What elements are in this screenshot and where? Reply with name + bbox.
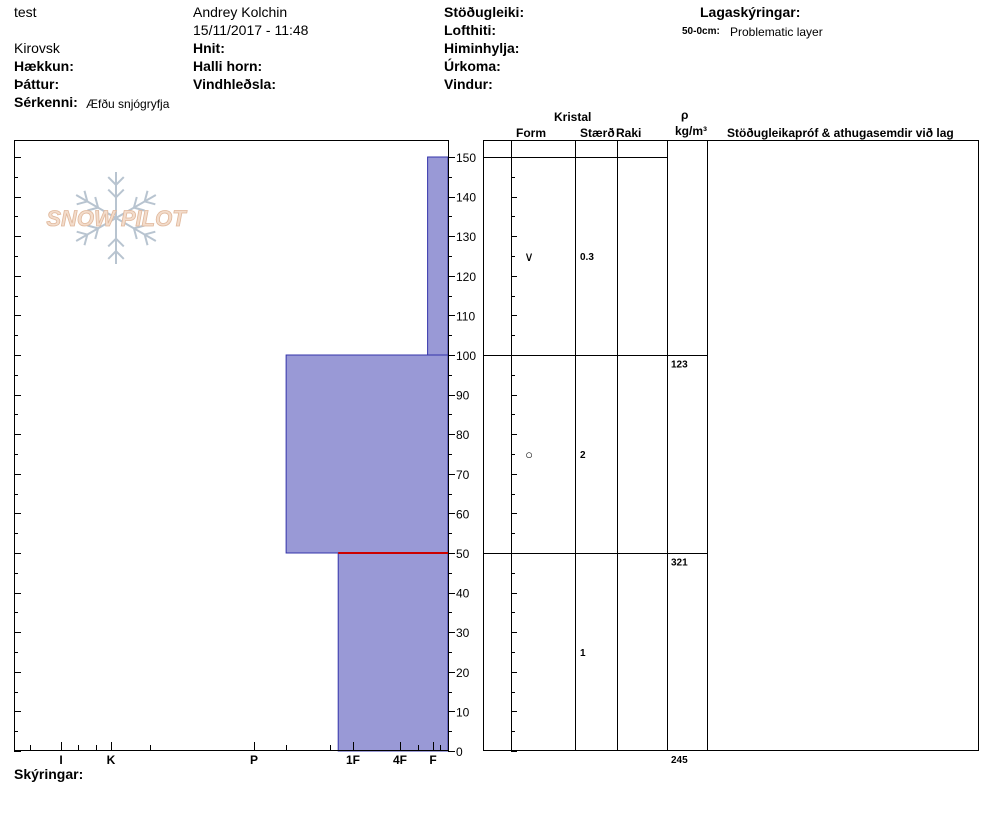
features-label: Sérkenni: [14, 94, 78, 110]
y-tick-label: 100 [456, 349, 476, 363]
y-tick-label: 90 [456, 389, 470, 403]
hardness-label: 4F [393, 753, 407, 767]
layer-table [483, 140, 979, 751]
flake-arm [115, 217, 157, 242]
flake-branch [83, 190, 89, 202]
wind-label: Vindur: [444, 76, 493, 92]
size-header: Stærð [580, 126, 615, 140]
logo-text: SNOW PILOT [46, 206, 187, 231]
density-value-bottom: 245 [671, 755, 688, 766]
y-tick-label: 140 [456, 191, 476, 205]
flake-branch [133, 206, 145, 212]
elevation-label: Hækkun: [14, 58, 74, 74]
y-tick-label: 40 [456, 587, 470, 601]
hardness-bar-1 [427, 156, 449, 356]
grain-size-value: 2 [580, 450, 586, 461]
y-tick-label: 0 [456, 745, 463, 759]
flake-arm [115, 194, 157, 219]
flake-branch [143, 190, 149, 202]
form-header: Form [516, 126, 546, 140]
slope-label: Halli horn: [193, 58, 263, 74]
flake-branch [144, 230, 156, 236]
flake-branch [107, 188, 117, 199]
density-value: 123 [671, 360, 688, 371]
hardness-label: P [250, 753, 258, 767]
flake-arm [75, 217, 117, 242]
y-tick-label: 20 [456, 666, 470, 680]
flake-branch [115, 188, 125, 199]
site-name: test [14, 4, 37, 20]
y-tick-label: 60 [456, 507, 470, 521]
y-tick-label: 150 [456, 151, 476, 165]
observation-datetime: 15/11/2017 - 11:48 [193, 22, 309, 38]
y-tick-label: 120 [456, 270, 476, 284]
legend-range: 50-0cm: [682, 26, 720, 37]
stability-label: Stöðugleiki: [444, 4, 525, 20]
y-tick-label: 80 [456, 428, 470, 442]
wetness-header: Raki [616, 126, 642, 140]
flake-branch [87, 224, 99, 230]
flake-branch [115, 250, 125, 260]
flake-branch [107, 237, 117, 248]
flake-branch [133, 224, 145, 230]
observer-name: Andrey Kolchin [193, 4, 288, 20]
snow-pilot-logo: SNOW PILOT [46, 172, 188, 264]
hardness-label: 1F [346, 753, 360, 767]
flake-branch [107, 250, 117, 260]
y-tick-label: 50 [456, 547, 470, 561]
grain-form-symbol: ∨ [524, 249, 534, 264]
flake-branch [76, 200, 88, 206]
y-tick-label: 70 [456, 468, 470, 482]
flake-arm [75, 194, 117, 219]
grain-form-symbol: ○ [525, 447, 533, 462]
precip-label: Úrkoma: [444, 58, 501, 74]
hardness-label: K [107, 753, 116, 767]
y-tick-label: 110 [456, 309, 475, 323]
flake-branch [144, 200, 156, 206]
rho-header: ρ [681, 108, 689, 122]
flake-branch [115, 237, 125, 248]
density-value: 321 [671, 558, 688, 569]
features-value: Æfðu snjógryfja [86, 97, 170, 111]
hardness-label: I [59, 753, 62, 767]
flake-branch [83, 234, 89, 246]
flake-branch [94, 196, 100, 208]
notes-label: Skýringar: [14, 766, 84, 782]
flake-branch [107, 176, 117, 186]
flake-branch [94, 228, 100, 240]
flake-branch [76, 230, 88, 236]
flake-branch [132, 228, 138, 240]
hardness-bar-2 [285, 354, 449, 554]
aspect-label: Þáttur: [14, 76, 60, 92]
hardness-bar-3 [337, 552, 449, 752]
y-tick-label: 130 [456, 230, 476, 244]
flake-branch [132, 196, 138, 208]
wind-loading-label: Vindhleðsla: [193, 76, 276, 92]
y-tick-label: 30 [456, 626, 470, 640]
coords-label: Hnit: [193, 40, 225, 56]
air-temp-label: Lofthiti: [444, 22, 497, 38]
grain-size-value: 1 [580, 648, 586, 659]
density-unit-header: kg/m³ [675, 124, 708, 138]
comments-header: Stöðugleikapróf & athugasemdir við lag [727, 126, 954, 140]
sky-label: Himinhylja: [444, 40, 520, 56]
legend-text: Problematic layer [730, 25, 823, 39]
flake-branch [143, 234, 149, 246]
location-name: Kirovsk [14, 40, 60, 56]
legend-title: Lagaskýringar: [700, 4, 801, 20]
y-tick-label: 10 [456, 705, 470, 719]
flake-branch [87, 206, 99, 212]
grain-size-value: 0.3 [580, 252, 594, 263]
kristal-header: Kristal [554, 110, 592, 124]
hardness-label: F [429, 753, 436, 767]
flake-branch [115, 176, 125, 186]
